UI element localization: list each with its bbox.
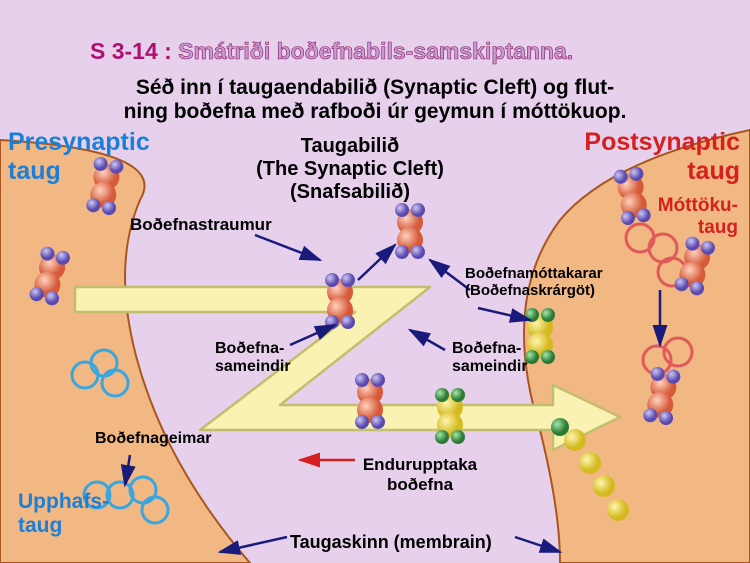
bodstraum: Boðefnastraumur [130, 215, 272, 235]
cleft: Taugabilið (The Synaptic Cleft) (Snafsab… [0, 135, 725, 204]
diagram-canvas: S 3-14 : Smátriði boðefnabils-samskiptan… [0, 0, 750, 563]
geimar: Boðefnageimar [95, 430, 211, 448]
endur: Endurupptaka boðefna [45, 455, 750, 494]
skinn: Taugaskinn (membrain) [290, 532, 492, 553]
sameind1: Boðefna- sameindir [215, 340, 291, 377]
sameind2: Boðefna- sameindir [452, 340, 528, 377]
figure-title: S 3-14 : Smátriði boðefnabils-samskiptan… [90, 38, 573, 64]
figure-subtitle: Séð inn í taugaendabilið (Synaptic Cleft… [0, 76, 750, 124]
mottak: Boðefnamóttakarar (Boðefnaskrárgöt) [465, 265, 603, 300]
upphafs: Upphafs- taug [18, 490, 109, 538]
